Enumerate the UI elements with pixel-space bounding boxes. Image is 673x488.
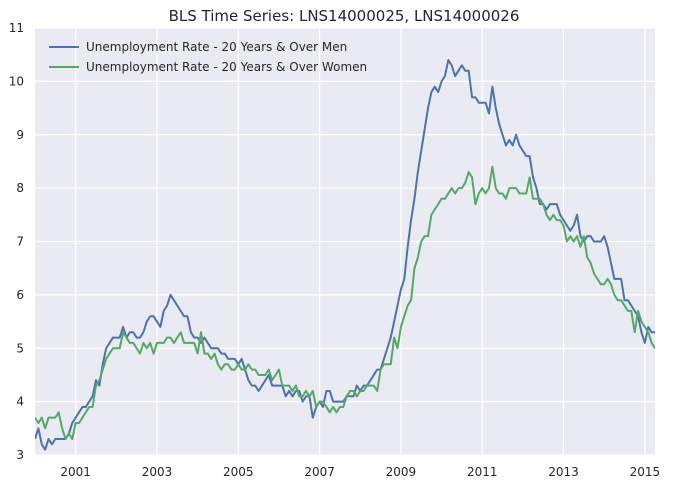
x-tick-label: 2001 (60, 465, 91, 479)
y-tick-label: 3 (16, 448, 24, 462)
legend-label-women: Unemployment Rate - 20 Years & Over Wome… (86, 60, 367, 74)
x-tick-label: 2007 (304, 465, 335, 479)
x-tick-label: 2011 (467, 465, 498, 479)
x-tick-label: 2015 (630, 465, 661, 479)
y-tick-label: 9 (16, 128, 24, 142)
y-tick-label: 10 (9, 74, 24, 88)
series-line-women (35, 165, 655, 440)
y-tick-label: 11 (9, 21, 24, 35)
x-tick-label: 2005 (223, 465, 254, 479)
y-tick-label: 8 (16, 181, 24, 195)
y-tick-label: 5 (16, 341, 24, 355)
chart-title: BLS Time Series: LNS14000025, LNS1400002… (169, 7, 520, 25)
series-lines (35, 59, 655, 451)
y-tick-label: 4 (16, 395, 24, 409)
legend-label-men: Unemployment Rate - 20 Years & Over Men (86, 40, 347, 54)
axis-tick-labels: 3 4 5 6 7 8 9 10 11 2001 2003 2005 2007 2009 2011 2013 2… (9, 21, 660, 479)
legend: Unemployment Rate - 20 Years & Over Men … (49, 40, 367, 74)
x-tick-label: 2013 (548, 465, 579, 479)
y-tick-label: 7 (16, 235, 24, 249)
x-tick-label: 2009 (386, 465, 417, 479)
series-line-men (35, 59, 655, 451)
x-tick-label: 2003 (142, 465, 173, 479)
y-tick-label: 6 (16, 288, 24, 302)
